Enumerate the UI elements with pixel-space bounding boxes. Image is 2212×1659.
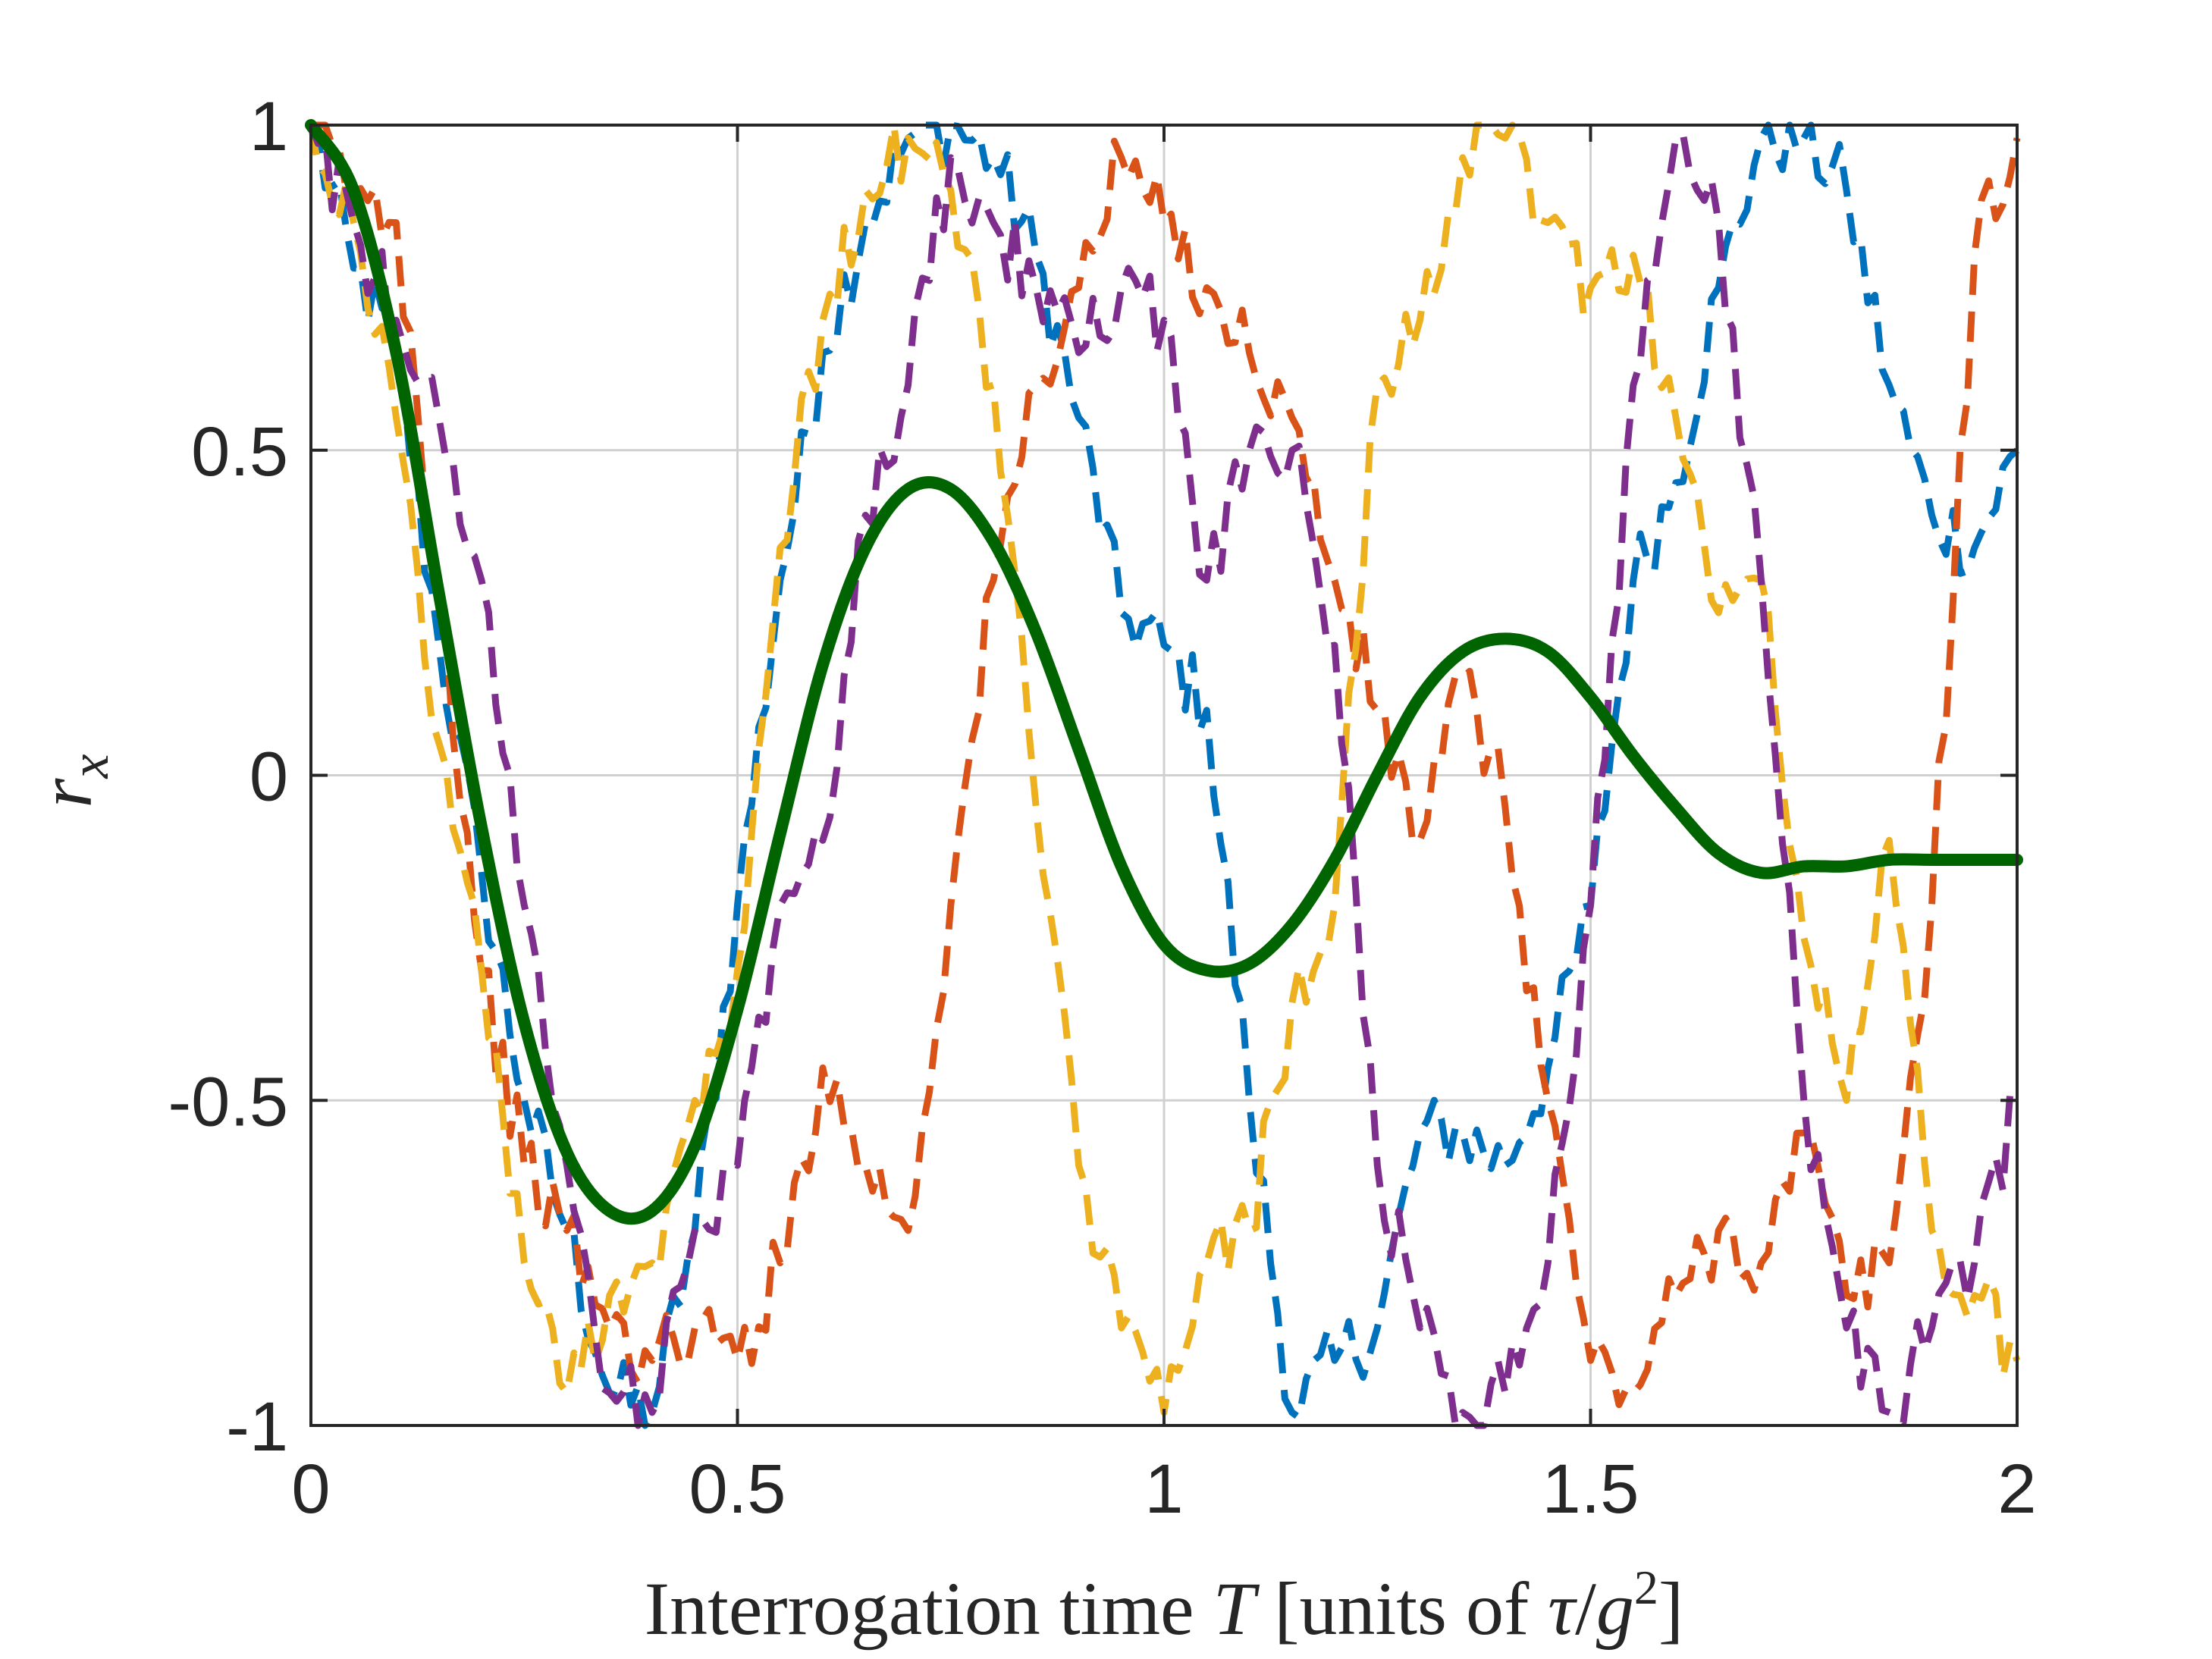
y-tick-label: 0.5 <box>191 413 288 491</box>
x-tick-label: 1.5 <box>1542 1450 1639 1528</box>
trajectory-series-line <box>307 124 2019 1429</box>
y-tick-label: 0 <box>249 739 288 816</box>
y-axis-title: rx <box>24 754 120 808</box>
y-tick-label: -0.5 <box>168 1063 288 1140</box>
trajectory-series-line <box>311 121 2021 1409</box>
y-tick-label: 1 <box>249 88 288 165</box>
y-tick-label: -1 <box>226 1388 288 1466</box>
x-axis-title: Interrogation time T [units of τ/g2] <box>645 1560 1683 1651</box>
x-tick-label: 0 <box>291 1450 330 1528</box>
x-tick-label: 0.5 <box>689 1450 786 1528</box>
x-tick-label: 2 <box>1997 1450 2036 1528</box>
x-tick-label: 1 <box>1144 1450 1183 1528</box>
axis-ticks: 0 0.5 1 1.5 2 -1 -0.5 0 0.5 1 <box>168 88 2036 1528</box>
mean-series-line <box>305 119 2023 1225</box>
